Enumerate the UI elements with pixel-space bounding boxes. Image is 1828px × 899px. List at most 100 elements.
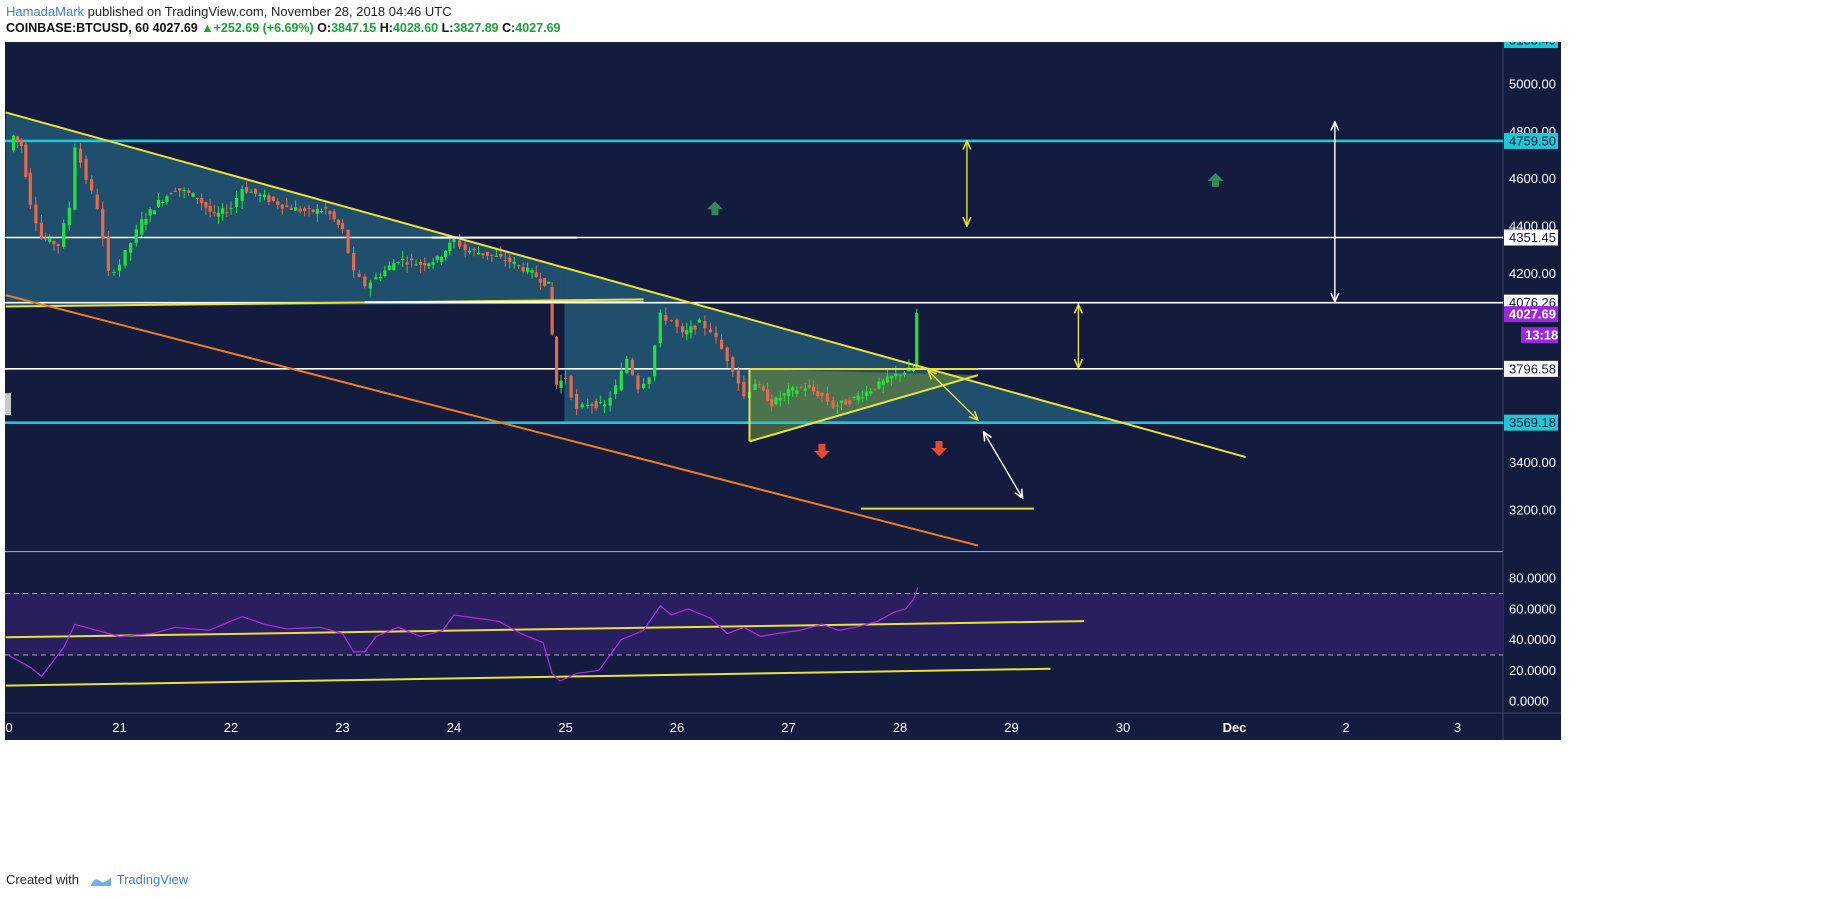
rsi-band [5,593,1503,655]
candle-body [144,219,148,225]
candle-body [630,359,634,375]
candle-body [56,244,60,247]
candle-body [169,193,173,195]
left-edge-marker [5,393,11,416]
candle-body [173,190,177,192]
candle-body [534,272,538,278]
candle-body [693,325,697,330]
time-tick-label: 23 [335,720,349,735]
candle-body [311,209,315,212]
countdown-tag [1521,327,1558,344]
candle-body [383,270,387,277]
candle-body [336,219,340,225]
candle-body [885,376,890,383]
candle-body [685,330,689,335]
candle-body [28,172,32,205]
candle-body [725,347,729,361]
candle-body [580,404,584,408]
candle-body [550,287,554,335]
candle-body [182,190,186,192]
close-label: C: [502,21,516,35]
level-tag-label: 3569.18 [1509,415,1556,430]
candle-body [619,370,623,391]
author-link[interactable]: HamadaMark [6,4,85,19]
candle-body [410,258,414,261]
candle-body [298,208,302,212]
candle-body [625,358,629,373]
candle-body [485,251,490,256]
candle-body [795,390,799,394]
candle-body [517,264,521,266]
candle-body [538,278,543,283]
candle-body [820,392,824,397]
time-tick-label: 29 [1004,720,1018,735]
last-price-label: 4027.69 [1509,307,1556,322]
candle-body [669,320,674,322]
candle-body [481,253,485,256]
candle-body [512,261,516,264]
candle-body [864,391,869,396]
candle-body [302,208,307,211]
candle-body [569,376,573,398]
candle-body [559,380,563,388]
candle-body [873,388,877,390]
candle-body [530,270,534,273]
created-with-text: Created with [6,872,79,887]
time-tick-label: 30 [1116,720,1130,735]
candle-body [368,282,372,289]
candle-body [148,209,152,216]
level-tag-label: 3796.58 [1509,361,1556,376]
level-tag [1504,132,1558,149]
candle-body [156,200,161,207]
tradingview-link[interactable]: TradingView [116,872,189,887]
candle-body [73,147,77,210]
candle-body [844,400,848,405]
candle-body [542,278,547,286]
time-tick-label: 21 [112,720,126,735]
candle-body [346,229,350,253]
candles [11,134,919,416]
candle-body [258,194,262,197]
last-price: 4027.69 [152,21,198,35]
candle-body [736,370,740,384]
candle-body [860,397,864,399]
candle-body [423,263,427,266]
candle-body [84,158,88,180]
high-value: 4028.60 [392,21,439,35]
candle-body [101,208,105,239]
trendline-orange [5,294,979,547]
candle-body [418,262,423,265]
candle-body [401,258,405,260]
up-arrow-icon [1207,172,1224,187]
candle-body [503,260,507,262]
candle-body [770,398,774,407]
candle-body [24,144,28,177]
projection-arrow [984,432,1023,498]
candle-body [123,249,127,266]
candle-body [253,188,258,194]
candle-body [191,193,195,197]
candle-body [249,191,253,193]
candle-body [439,256,444,263]
candle-body [195,197,200,200]
rsi-trendline-upper [5,620,1084,639]
candle-body [352,252,356,271]
symbol-info: COINBASE:BTCUSD, 60 4027.69 ▲+252.69 (+6… [6,21,560,35]
level-tag-label: 4351.45 [1509,230,1556,245]
candle-body [324,207,328,209]
candle-body [463,244,467,251]
chart-canvas[interactable]: 5000.004800.004600.004400.004200.003400.… [0,42,1828,868]
candle-body [598,401,602,403]
candle-body [435,256,439,261]
level-tag [1504,42,1558,49]
candle-body [614,385,618,395]
candle-body [476,252,481,255]
candle-body [835,405,839,407]
candle-body [427,263,431,267]
projection-arrow [928,370,978,420]
candle-body [641,383,646,389]
candle-body [586,404,590,406]
level-tag-label: 4759.50 [1509,133,1556,148]
candle-body [731,357,735,372]
candle-body [62,223,66,247]
